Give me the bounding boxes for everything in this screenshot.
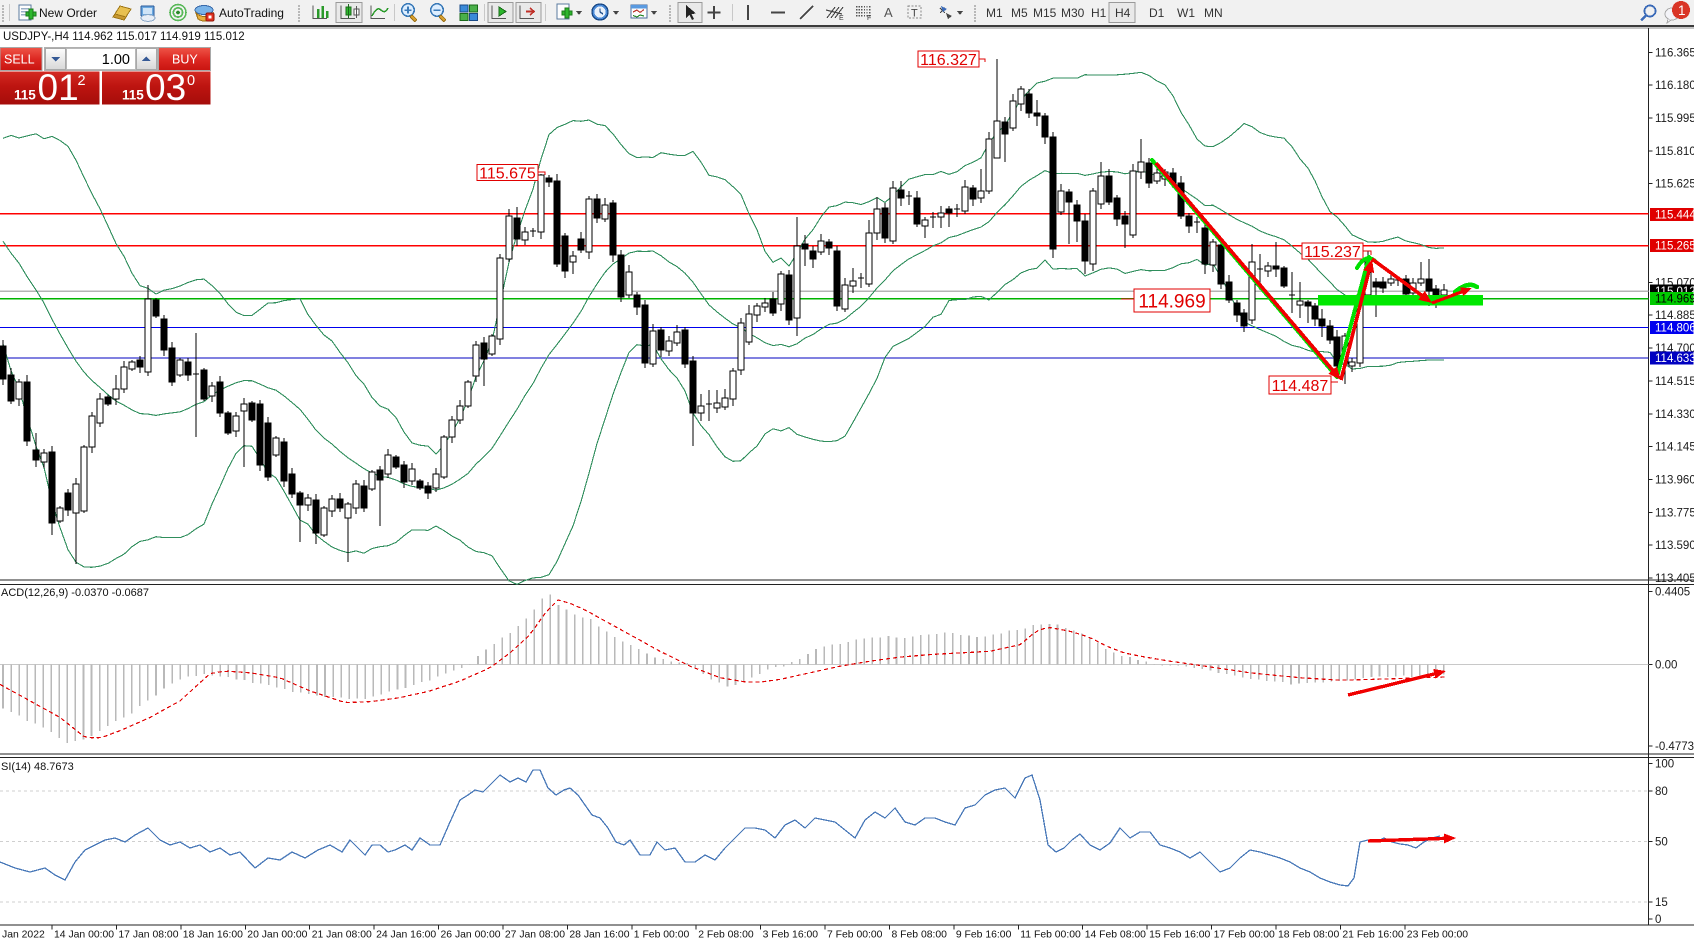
svg-text:21 Jan 08:00: 21 Jan 08:00 [312,930,372,941]
svg-text:M15: M15 [1033,6,1057,20]
svg-text:11 Feb 00:00: 11 Feb 00:00 [1020,930,1081,941]
svg-text:80: 80 [1655,786,1668,798]
svg-text:SI(14) 48.7673: SI(14) 48.7673 [1,761,74,773]
svg-text:F: F [867,15,871,22]
svg-text:SELL: SELL [4,53,35,67]
svg-text:114.330: 114.330 [1655,409,1694,421]
svg-text:100: 100 [1655,759,1674,771]
svg-text:E: E [839,15,844,22]
svg-text:7 Feb 00:00: 7 Feb 00:00 [827,930,883,941]
svg-text:3 Feb 16:00: 3 Feb 16:00 [763,930,819,941]
svg-text:ACD(12,26,9) -0.0370 -0.0687: ACD(12,26,9) -0.0370 -0.0687 [1,587,149,599]
svg-text:USDJPY-,H4 114.962 115.017 11: USDJPY-,H4 114.962 115.017 114.919 115.0… [3,31,245,43]
svg-text:115.444: 115.444 [1655,210,1694,222]
svg-text:New Order: New Order [39,6,97,20]
svg-text:115.625: 115.625 [1655,179,1694,191]
svg-text:115.675: 115.675 [479,165,536,182]
svg-text:17 Jan 08:00: 17 Jan 08:00 [118,930,178,941]
svg-text:18 Jan 16:00: 18 Jan 16:00 [183,930,243,941]
svg-text:15: 15 [1655,897,1668,909]
svg-text:17 Feb 00:00: 17 Feb 00:00 [1214,930,1275,941]
svg-text:0: 0 [1655,914,1661,926]
svg-text:2: 2 [78,73,86,89]
svg-text:0.00: 0.00 [1655,660,1677,672]
svg-text:28 Jan 16:00: 28 Jan 16:00 [569,930,629,941]
svg-text:M5: M5 [1011,6,1028,20]
svg-text:115.265: 115.265 [1655,241,1694,253]
svg-text:D1: D1 [1149,6,1165,20]
svg-text:H1: H1 [1091,6,1107,20]
svg-text:1 Feb 00:00: 1 Feb 00:00 [634,930,690,941]
svg-text:14 Feb 08:00: 14 Feb 08:00 [1085,930,1146,941]
svg-text:BUY: BUY [172,53,198,67]
svg-text:Jan 2022: Jan 2022 [2,930,45,941]
svg-text:114.487: 114.487 [1272,378,1329,395]
svg-text:114.969: 114.969 [1138,291,1205,312]
svg-text:114.885: 114.885 [1655,310,1694,322]
svg-text:03: 03 [145,67,186,108]
svg-text:114.806: 114.806 [1655,323,1694,335]
svg-text:0.4405: 0.4405 [1655,587,1690,599]
svg-text:M1: M1 [986,6,1003,20]
svg-text:23 Feb 00:00: 23 Feb 00:00 [1407,930,1468,941]
svg-text:9 Feb 16:00: 9 Feb 16:00 [956,930,1012,941]
svg-text:15 Feb 16:00: 15 Feb 16:00 [1149,930,1210,941]
svg-text:01: 01 [38,67,79,108]
svg-text:0: 0 [187,73,195,89]
svg-text:W1: W1 [1177,6,1195,20]
svg-text:8 Feb 08:00: 8 Feb 08:00 [892,930,948,941]
svg-text:AutoTrading: AutoTrading [219,6,284,20]
svg-text:113.405: 113.405 [1655,573,1694,585]
svg-text:114.515: 114.515 [1655,376,1694,388]
svg-text:-0.4773: -0.4773 [1655,741,1694,753]
svg-text:114.633: 114.633 [1655,353,1694,365]
svg-text:114.969: 114.969 [1655,294,1694,306]
svg-text:21 Feb 16:00: 21 Feb 16:00 [1342,930,1403,941]
svg-text:113.775: 113.775 [1655,507,1694,519]
svg-text:113.960: 113.960 [1655,474,1694,486]
svg-text:2 Feb 08:00: 2 Feb 08:00 [698,930,754,941]
svg-text:A: A [884,5,893,20]
svg-text:24 Jan 16:00: 24 Jan 16:00 [376,930,436,941]
svg-text:114.145: 114.145 [1655,442,1694,454]
svg-text:H4: H4 [1115,6,1131,20]
svg-text:116.180: 116.180 [1655,80,1694,92]
svg-text:20 Jan 00:00: 20 Jan 00:00 [247,930,307,941]
svg-text:1: 1 [1678,3,1686,18]
svg-text:115: 115 [14,88,36,103]
svg-text:113.590: 113.590 [1655,540,1694,552]
svg-text:115: 115 [122,88,144,103]
svg-text:MN: MN [1204,6,1223,20]
svg-text:115.810: 115.810 [1655,146,1694,158]
svg-text:116.327: 116.327 [920,52,977,69]
svg-text:M30: M30 [1061,6,1085,20]
svg-text:115.237: 115.237 [1304,244,1361,261]
svg-text:14 Jan 00:00: 14 Jan 00:00 [54,930,114,941]
svg-text:18 Feb 08:00: 18 Feb 08:00 [1278,930,1339,941]
svg-text:1.00: 1.00 [102,52,130,68]
svg-text:116.365: 116.365 [1655,47,1694,59]
svg-text:50: 50 [1655,837,1668,849]
svg-text:26 Jan 00:00: 26 Jan 00:00 [441,930,501,941]
svg-text:T: T [911,8,918,20]
svg-text:115.995: 115.995 [1655,113,1694,125]
svg-text:27 Jan 08:00: 27 Jan 08:00 [505,930,565,941]
